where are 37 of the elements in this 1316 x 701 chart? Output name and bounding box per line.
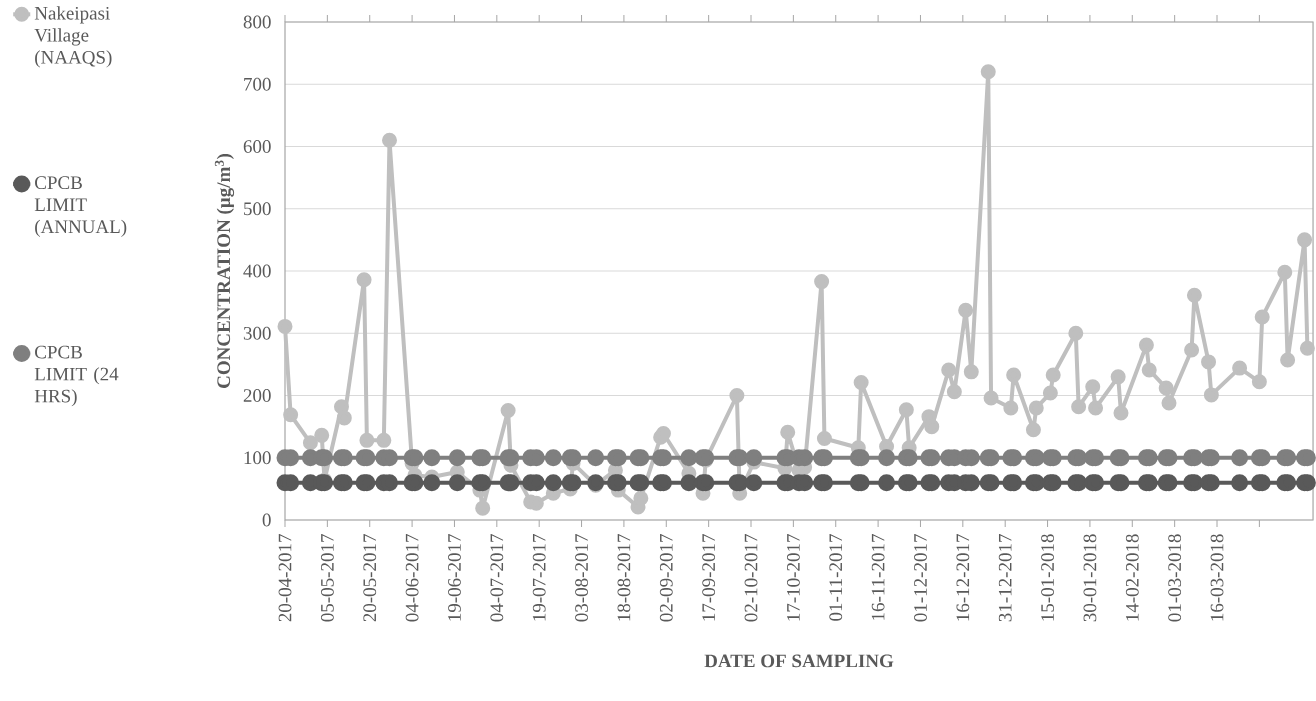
y-tick-label: 0 (262, 513, 271, 527)
x-tick-label: 04-07-2017 (490, 534, 504, 622)
y-tick-label: 100 (244, 451, 271, 465)
x-tick-label: 04-06-2017 (405, 534, 419, 622)
x-tick-label: 05-05-2017 (320, 534, 334, 622)
x-tick-label: 02-10-2017 (744, 534, 758, 622)
x-tick-label: 18-08-2017 (617, 534, 631, 621)
x-tick-label: 14-02-2018 (1125, 534, 1139, 621)
x-axis-title: DATE OF SAMPLING (704, 654, 894, 668)
text: CONCENTRATION (µg/m$^{3}$) (214, 153, 235, 388)
legend-label: CPCB LIMIT (ANNUAL) (34, 176, 127, 237)
x-tick-label: 15-01-2018 (1041, 534, 1054, 621)
y-tick-label: 700 (244, 77, 271, 91)
x-tick-label: 17-09-2017 (702, 534, 716, 621)
x-tick-label: 16-11-2017 (871, 534, 885, 620)
x-tick-label: 30-01-2018 (1083, 534, 1097, 622)
x-tick-label: 31-12-2017 (998, 534, 1012, 622)
x-tick-label: 19-06-2017 (448, 534, 461, 621)
x-tick-label: 03-08-2017 (575, 534, 588, 622)
x-tick-label: 02-09-2017 (659, 534, 673, 622)
x-tick-label: 01-03-2018 (1168, 534, 1182, 622)
x-tick-label: 20-04-2017 (278, 534, 292, 622)
x-tick-label: 16-03-2018 (1210, 534, 1224, 621)
y-tick-label: 300 (243, 326, 271, 340)
legend-label: CPCB LIMIT (24 HRS) (34, 345, 119, 407)
legend-label: Nakeipasi Village (NAAQS) (34, 6, 112, 68)
y-tick-label: 500 (244, 202, 271, 216)
x-tick-label: 20-05-2017 (363, 534, 377, 622)
y-tick-label: 600 (243, 140, 271, 153)
y-tick-label: 400 (243, 264, 271, 278)
y-tick-label: 800 (243, 15, 271, 29)
x-tick-label: 01-11-2017 (829, 534, 843, 621)
x-tick-label: 16-12-2017 (956, 534, 970, 621)
x-tick-label: 01-12-2017 (914, 534, 927, 622)
x-tick-label: 17-10-2017 (786, 534, 800, 621)
y-tick-label: 200 (243, 389, 271, 402)
x-tick-label: 19-07-2017 (532, 534, 546, 621)
